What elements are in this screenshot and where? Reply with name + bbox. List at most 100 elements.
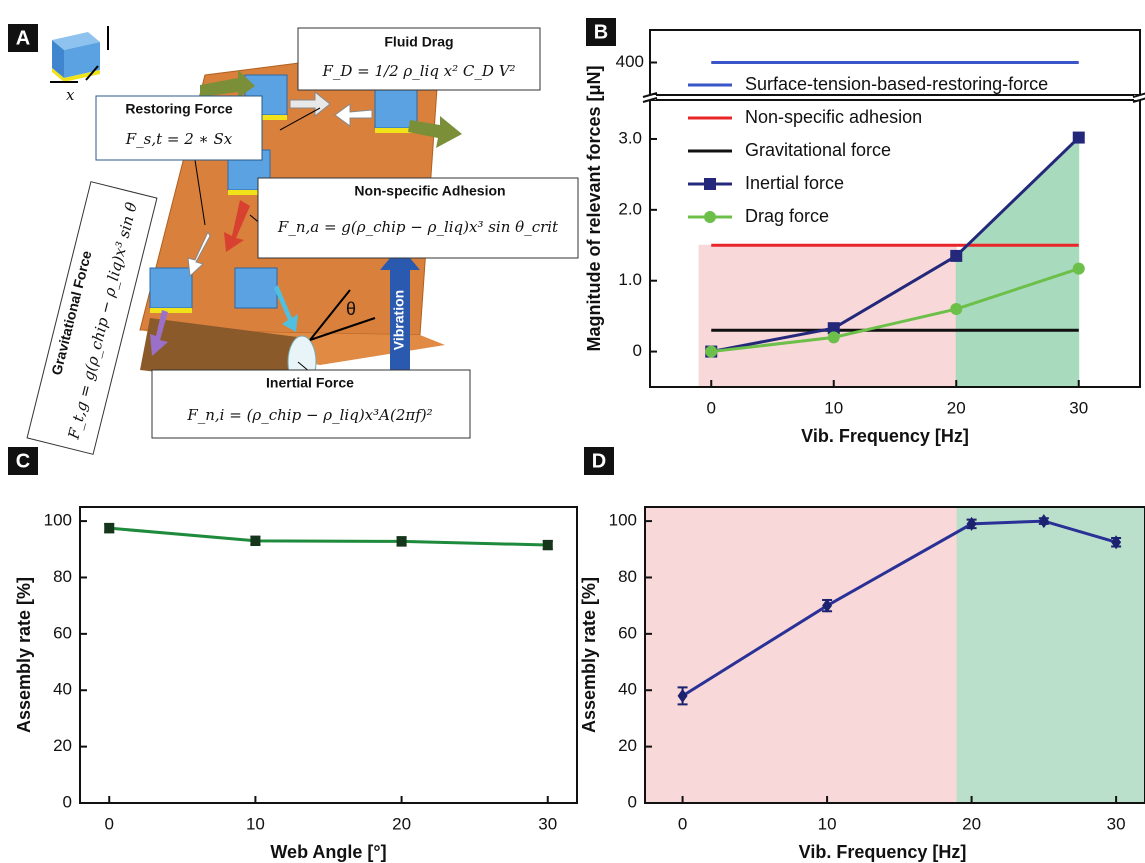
marker: [677, 688, 688, 703]
axis-break: [1134, 95, 1145, 100]
y-tick-label: 100: [44, 511, 72, 530]
x-tick-label: 10: [246, 814, 265, 833]
legend-label: Gravitational force: [745, 140, 891, 160]
y-axis-label: Assembly rate [%]: [579, 577, 599, 733]
force-equation: F_D = 1/2 ρ_liq x² C_D V²: [321, 62, 515, 80]
panel-label: B: [594, 21, 608, 43]
x-axis-label: Web Angle [°]: [270, 842, 386, 862]
size-cube: x: [50, 26, 109, 104]
force-box: [26, 181, 158, 455]
marker: [1111, 535, 1122, 550]
angle-label: θ: [346, 299, 356, 319]
series-line: [109, 526, 548, 547]
y-tick-label: 80: [53, 567, 72, 586]
plot-frame: [649, 99, 1141, 388]
force-box: [257, 177, 579, 259]
region: [644, 506, 958, 804]
diagram: x Vibration θ: [26, 26, 579, 455]
force-equation: F_n,i = (ρ_chip − ρ_liq)x³A(2πf)²: [186, 406, 432, 424]
y-tick-label: 20: [53, 736, 72, 755]
marker: [827, 322, 840, 335]
force-equation: F_n,a = g(ρ_chip − ρ_liq)x³ sin θ_crit: [277, 218, 559, 236]
force-equation: F_s,t = 2 ∗ Sx: [125, 130, 233, 148]
chips: [149, 74, 418, 309]
force-box: [95, 95, 263, 161]
force-name: Non-specific Adhesion: [354, 183, 505, 199]
x-tick-label: 10: [824, 398, 843, 417]
marker: [966, 516, 977, 531]
y-tick-label: 60: [53, 623, 72, 642]
y-tick-label: 1.0: [618, 270, 642, 289]
y-tick-label: 0: [63, 792, 72, 811]
x-tick-label: 30: [1107, 814, 1126, 833]
axis-break: [644, 95, 656, 100]
plot-frame: [79, 506, 578, 804]
marker: [104, 523, 115, 534]
y-tick-label: 100: [609, 511, 637, 530]
y-tick-label: 80: [618, 567, 637, 586]
x-tick-label: 20: [962, 814, 981, 833]
force-box: [297, 27, 541, 91]
marker: [704, 178, 716, 190]
y-tick-label: 3.0: [618, 128, 642, 147]
axis-break: [642, 97, 658, 103]
panel-badge: [586, 18, 616, 46]
marker: [250, 535, 261, 546]
y-tick-label: 60: [618, 623, 637, 642]
force-name: Inertial Force: [266, 375, 354, 391]
panel-label: A: [16, 27, 30, 49]
marker: [1072, 131, 1085, 144]
marker: [950, 249, 963, 262]
panel-label: D: [592, 450, 606, 472]
x-tick-label: 0: [105, 814, 114, 833]
marker: [827, 331, 840, 344]
y-tick-label: 20: [618, 736, 637, 755]
x-tick-label: 20: [947, 398, 966, 417]
y-tick-label: 400: [616, 52, 644, 71]
marker: [542, 540, 553, 551]
force-name: Fluid Drag: [384, 34, 453, 50]
x-tick-label: 20: [392, 814, 411, 833]
region: [956, 506, 1145, 804]
legend-label: Non-specific adhesion: [745, 107, 922, 127]
marker: [705, 345, 718, 358]
y-axis-label: Assembly rate [%]: [14, 577, 34, 733]
chip-bases: [150, 115, 417, 313]
marker: [1072, 262, 1085, 275]
x-tick-label: 10: [818, 814, 837, 833]
panel-badge: [584, 447, 614, 475]
force-box: [151, 369, 471, 439]
marker: [1038, 514, 1049, 529]
x-axis-label: Vib. Frequency [Hz]: [801, 426, 969, 446]
series-line: [710, 136, 1080, 354]
y-tick-label: 40: [618, 680, 637, 699]
marker: [822, 598, 833, 613]
panel-label: C: [16, 450, 30, 472]
legend-label: Drag force: [745, 206, 829, 226]
y-tick-label: 0: [633, 341, 642, 360]
series-line: [711, 267, 1080, 354]
x-tick-label: 30: [1069, 398, 1088, 417]
x-tick-label: 0: [678, 814, 687, 833]
y-tick-label: 2.0: [618, 199, 642, 218]
axis-break: [642, 92, 658, 98]
marker: [396, 536, 407, 547]
x-axis-label: Vib. Frequency [Hz]: [799, 842, 967, 862]
y-tick-label: 40: [53, 680, 72, 699]
x-tick-label: 30: [538, 814, 557, 833]
marker: [704, 211, 716, 223]
x-tick-label: 0: [707, 398, 716, 417]
y-axis-label: Magnitude of relevant forces [μN]: [584, 65, 604, 351]
size-label: x: [66, 86, 75, 104]
y-tick-label: 0: [628, 792, 637, 811]
panel-badge: [8, 447, 38, 475]
legend-label: Surface-tension-based-restoring-force: [745, 74, 1048, 94]
force-arrows: Vibration θ: [150, 70, 462, 396]
plot-frame: [644, 506, 1145, 804]
force-name: Restoring Force: [125, 101, 233, 117]
region: [955, 136, 1080, 388]
legend-label: Inertial force: [745, 173, 844, 193]
region: [698, 244, 957, 388]
panel-badge: [8, 24, 38, 52]
